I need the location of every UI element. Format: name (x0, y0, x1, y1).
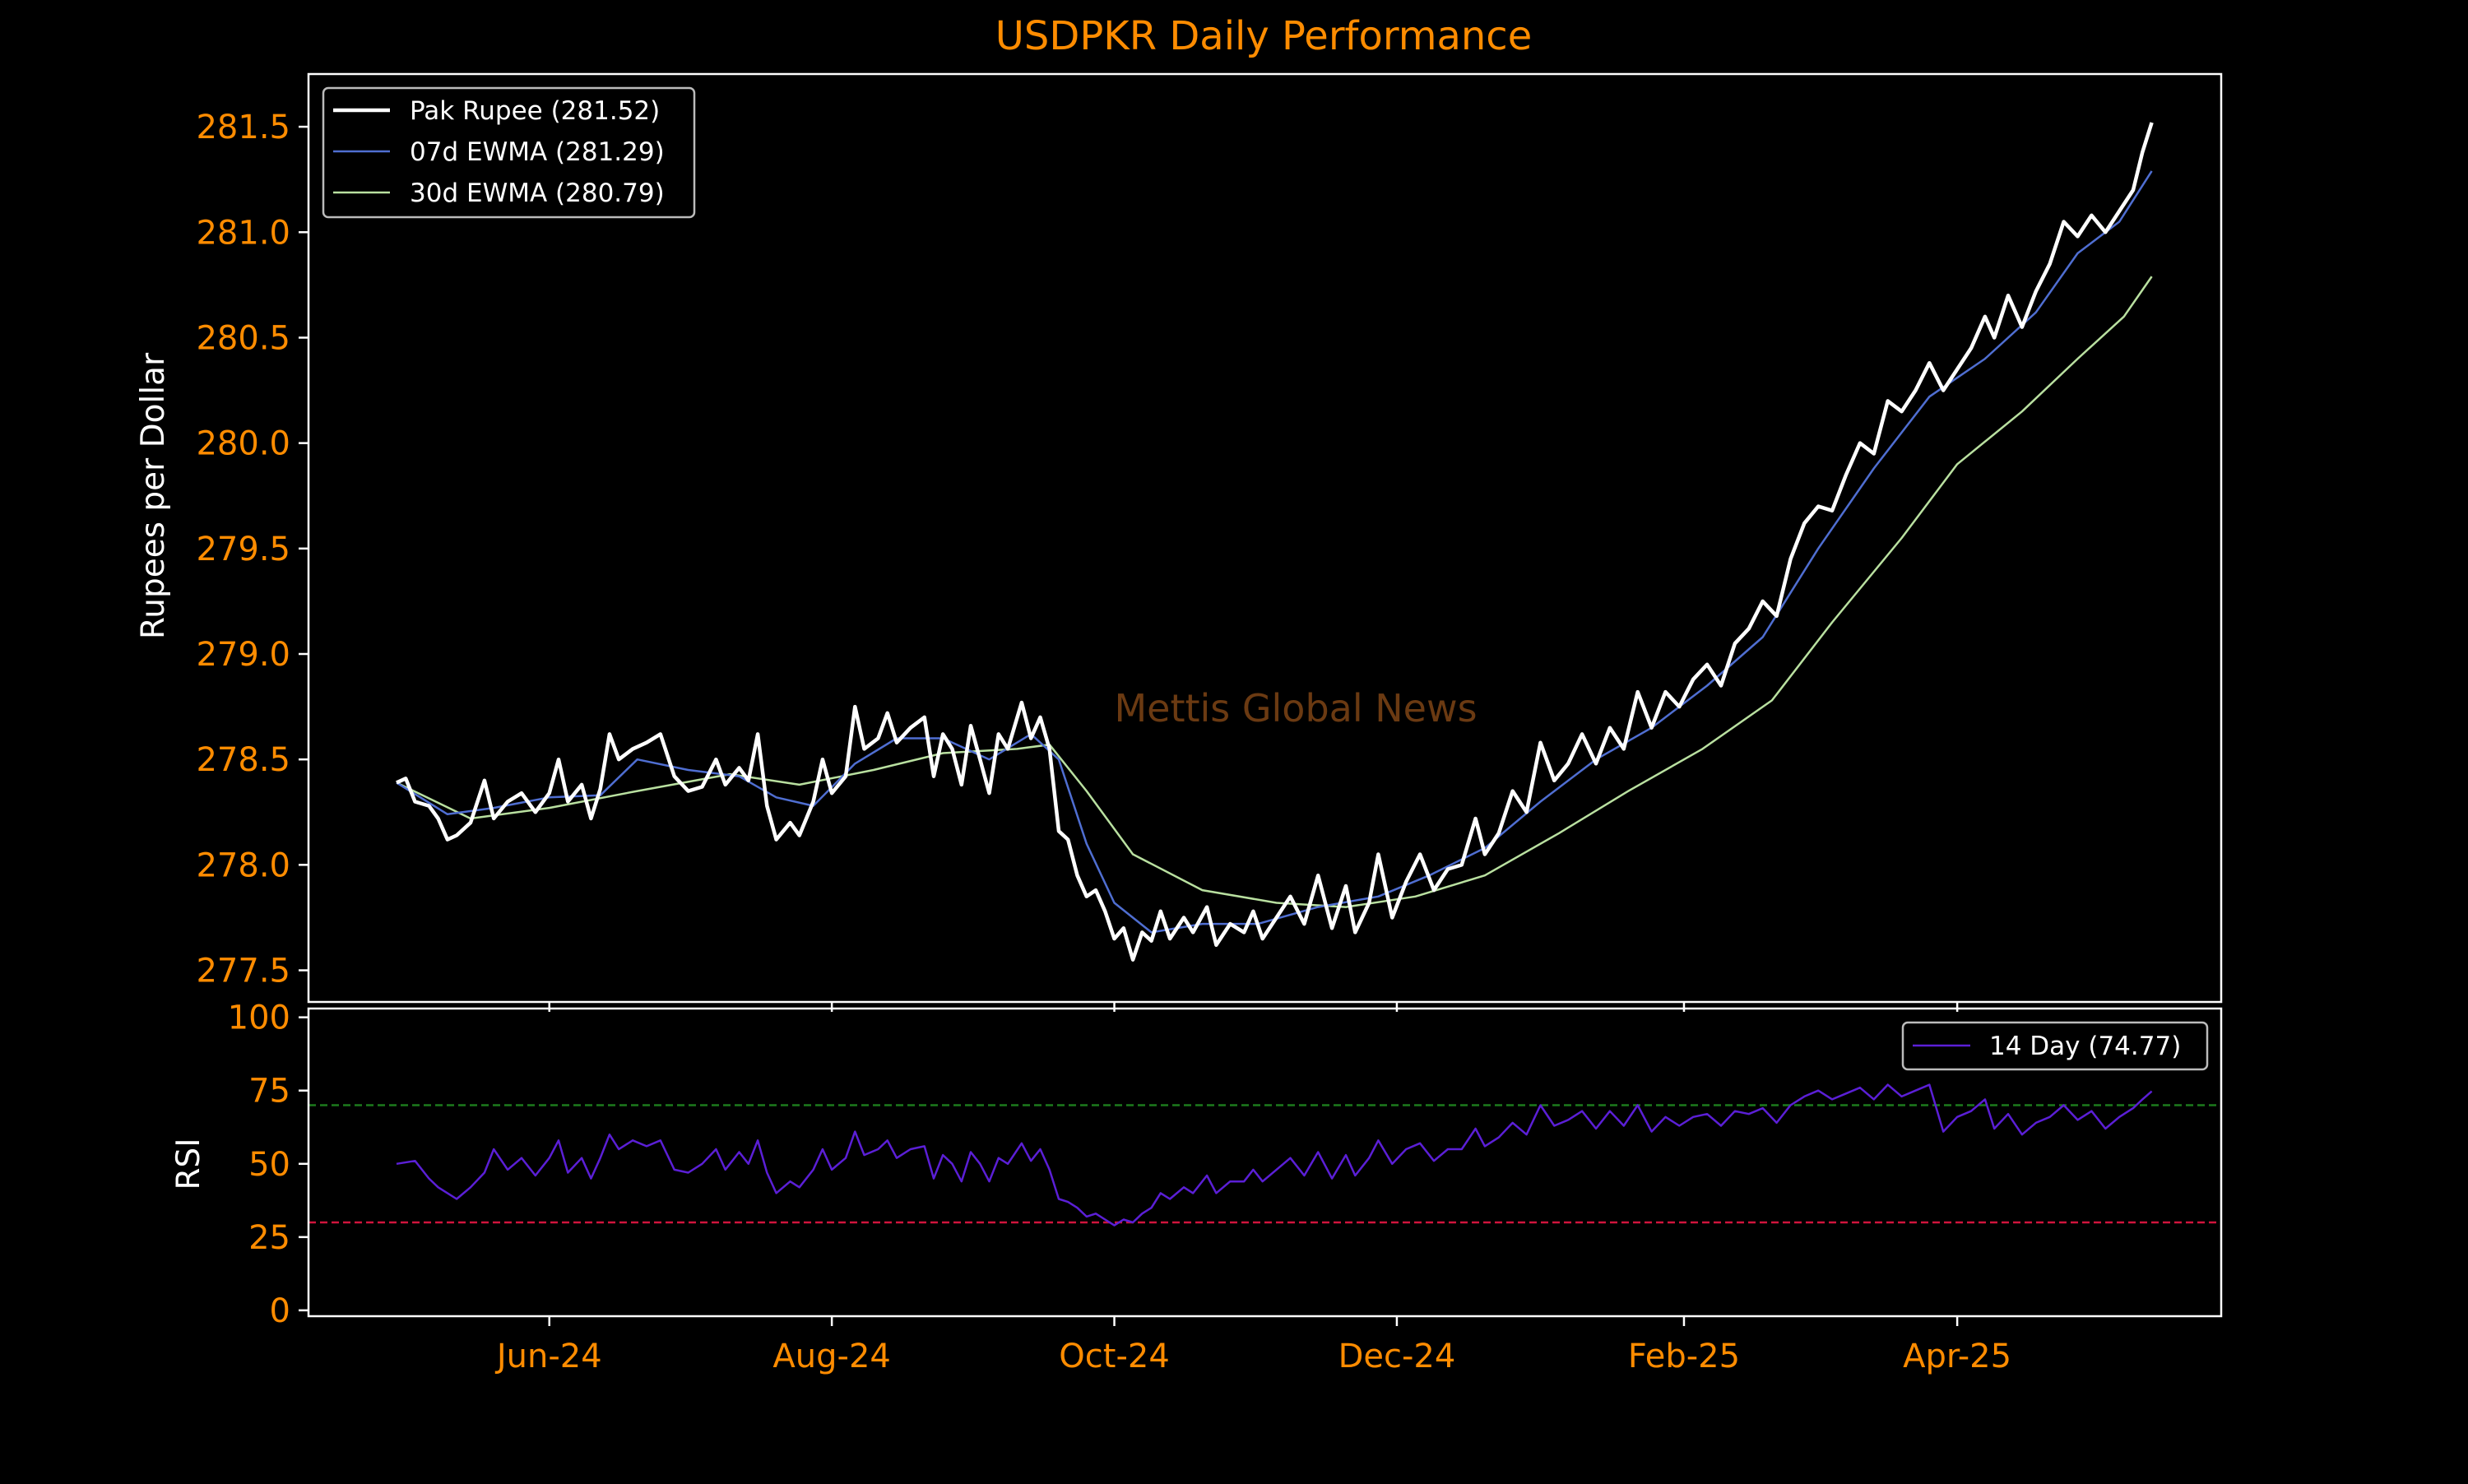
x-tick-label: Apr-25 (1903, 1338, 2011, 1375)
x-tick-label: Oct-24 (1059, 1338, 1170, 1375)
rsi-axis-label: RSI (170, 1138, 207, 1190)
price-y-tick-label: 280.0 (196, 425, 290, 463)
x-tick-label: Dec-24 (1338, 1338, 1456, 1375)
price-y-tick-label: 278.5 (196, 741, 290, 779)
rsi-y-tick-label: 75 (248, 1073, 290, 1111)
legend-rupee-label: Pak Rupee (281.52) (410, 96, 660, 126)
price-y-tick-label: 279.0 (196, 636, 290, 674)
rupee-series-line (396, 122, 2154, 962)
chart-title: USDPKR Daily Performance (995, 13, 1532, 59)
price-axis-label: Rupees per Dollar (135, 352, 172, 639)
rsi-y-tick-label: 0 (270, 1292, 290, 1330)
price-y-tick-label: 281.5 (196, 109, 290, 146)
legend-rsi-label: 14 Day (74.77) (1989, 1032, 2181, 1061)
rsi-y-tick-label: 50 (248, 1146, 290, 1184)
price-plot-area: 277.5 278.0 278.5 279.0 279.5 280.0 280.5 281.0… (196, 72, 2223, 1012)
price-y-tick-label: 281.0 (196, 214, 290, 252)
rsi-legend-box (1901, 1021, 2209, 1071)
rsi-series-line (396, 1083, 2153, 1227)
price-legend-box (322, 86, 696, 219)
x-tick-label: Feb-25 (1628, 1338, 1740, 1375)
legend-ewma30-label: 30d EWMA (280.79) (410, 179, 665, 208)
price-y-tick-label: 278.0 (196, 846, 290, 884)
price-legend: Pak Rupee (281.52) 07d EWMA (281.29) 30d E… (322, 86, 696, 219)
legend-ewma7-label: 07d EWMA (281.29) (410, 137, 665, 167)
watermark-text: Mettis Global News (1114, 686, 1477, 730)
x-tick-label: Aug-24 (772, 1338, 890, 1375)
rsi-legend: 14 Day (74.77) (1901, 1021, 2209, 1071)
rsi-axes-frame (307, 1007, 2223, 1318)
rsi-plot-area: 0 25 50 75 100 Jun-24 Aug-24 Oct-24 Dec-24 Feb-25… (228, 999, 2223, 1375)
price-y-tick-label: 279.5 (196, 531, 290, 568)
price-y-tick-label: 277.5 (196, 953, 290, 990)
rsi-y-tick-label: 100 (228, 999, 290, 1037)
price-axes-frame (307, 72, 2223, 1004)
rsi-y-tick-label: 25 (248, 1219, 290, 1257)
x-tick-label: Jun-24 (494, 1338, 602, 1375)
price-y-tick-label: 280.5 (196, 319, 290, 357)
